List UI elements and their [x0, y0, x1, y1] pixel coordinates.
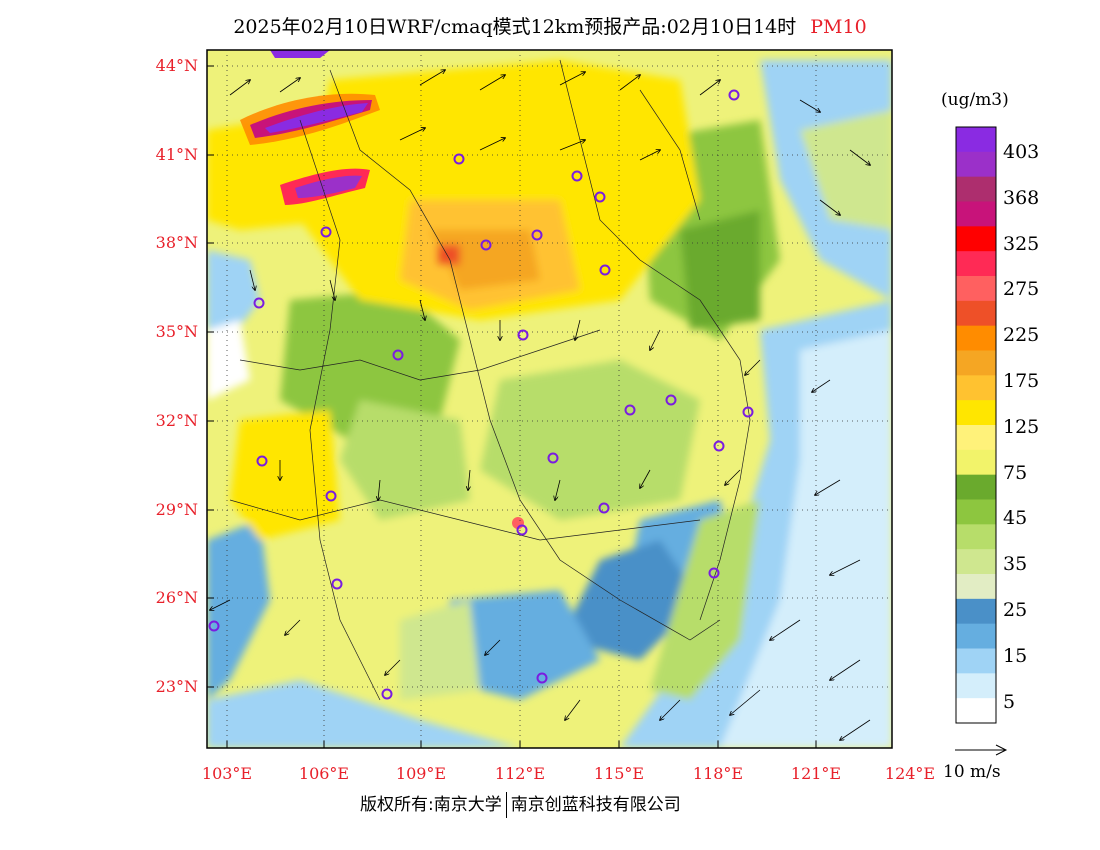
axis-ticks — [207, 65, 817, 748]
lat-label: 32°N — [155, 411, 198, 430]
copyright-footer: 版权所有:南京大学 南京创蓝科技有限公司 — [360, 790, 681, 818]
colorbar-swatch — [956, 276, 996, 302]
colorbar-label: 325 — [1003, 233, 1040, 255]
lon-label: 118°E — [692, 764, 744, 783]
colorbar-label: 15 — [1003, 645, 1028, 667]
lon-label: 103°E — [201, 764, 253, 783]
colorbar-label: 125 — [1003, 416, 1040, 438]
colorbar-swatch — [956, 449, 996, 476]
colorbar-label: 175 — [1003, 370, 1040, 392]
colorbar-label: 45 — [1003, 507, 1028, 529]
lat-label: 38°N — [155, 233, 198, 252]
colorbar-label: 368 — [1003, 187, 1040, 209]
colorbar-swatch — [956, 325, 996, 351]
colorbar-swatch — [956, 400, 996, 426]
colorbar-unit: (ug/m3) — [941, 90, 1009, 110]
lon-label: 121°E — [790, 764, 842, 783]
city-markers — [208, 89, 754, 700]
lat-label: 41°N — [155, 145, 198, 164]
graticule — [207, 50, 892, 748]
colorbar-swatch — [956, 623, 996, 649]
title-text: 2025年02月10日WRF/cmaq模式12km预报产品:02月10日14时 — [233, 16, 797, 38]
colorbar-swatch — [956, 127, 996, 153]
lon-label: 109°E — [395, 764, 447, 783]
colorbar-swatch — [956, 598, 996, 625]
colorbar-swatch — [956, 648, 996, 674]
wind-scale-label: 10 m/s — [943, 762, 1001, 782]
wind-scale-arrow — [955, 744, 1008, 756]
colorbar-label: 75 — [1003, 462, 1028, 484]
map-frame — [206, 49, 893, 749]
colorbar-label: 403 — [1003, 141, 1040, 163]
colorbar-swatch — [956, 549, 996, 575]
colorbar-swatch — [956, 698, 996, 724]
colorbar-swatch — [956, 226, 996, 252]
colorbar-label: 5 — [1003, 691, 1016, 713]
wind-vectors — [210, 70, 870, 740]
lon-label: 124°E — [884, 764, 936, 783]
colorbar-swatch — [956, 474, 996, 500]
province-boundaries — [229, 59, 751, 701]
lat-label: 44°N — [155, 56, 198, 75]
lat-label: 26°N — [155, 588, 198, 607]
colorbar-label: 275 — [1003, 278, 1040, 300]
lon-label: 106°E — [298, 764, 350, 783]
colorbar-swatch — [956, 524, 996, 550]
colorbar-swatch — [956, 201, 996, 227]
colorbar-swatch — [956, 574, 996, 600]
lat-label: 23°N — [155, 677, 198, 696]
colorbar-swatch — [956, 176, 996, 202]
colorbar-label: 225 — [1003, 324, 1040, 346]
colorbar-swatch — [956, 350, 996, 376]
colorbar-swatch — [956, 251, 996, 277]
lat-label: 35°N — [155, 322, 198, 341]
lon-label: 112°E — [494, 764, 546, 783]
lon-label: 115°E — [593, 764, 645, 783]
colorbar-swatch — [956, 425, 996, 451]
map-title: 2025年02月10日WRF/cmaq模式12km预报产品:02月10日14时 P… — [0, 12, 1100, 39]
footer-right: 南京创蓝科技有限公司 — [510, 795, 681, 815]
colorbar — [956, 127, 996, 724]
colorbar-swatch — [956, 151, 996, 178]
colorbar-frame — [955, 126, 997, 724]
footer-left: 版权所有:南京大学 — [360, 795, 502, 815]
colorbar-swatch — [956, 375, 996, 401]
lat-label: 29°N — [155, 500, 198, 519]
pm10-field — [207, 50, 892, 748]
colorbar-swatch — [956, 300, 996, 327]
colorbar-swatch — [956, 499, 996, 525]
colorbar-swatch — [956, 673, 996, 699]
pollutant-label: PM10 — [810, 16, 867, 38]
footer-separator — [505, 792, 507, 818]
colorbar-label: 35 — [1003, 553, 1028, 575]
colorbar-label: 25 — [1003, 599, 1028, 621]
